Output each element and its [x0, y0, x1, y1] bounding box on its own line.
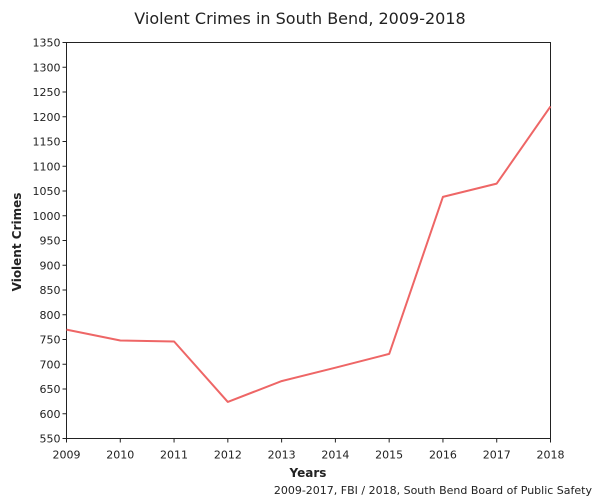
y-tick-label: 600	[40, 408, 61, 421]
x-tick-label: 2010	[106, 449, 134, 462]
x-tick-label: 2009	[53, 449, 81, 462]
y-tick-label: 1250	[33, 86, 61, 99]
y-tick-label: 1300	[33, 61, 61, 74]
y-tick-label: 550	[40, 433, 61, 446]
y-tick-label: 1200	[33, 111, 61, 124]
y-tick-label: 1050	[33, 185, 61, 198]
y-axis: 550 600 650 700 750 800 850 900 950 1000 1050 1100 1…	[33, 37, 67, 446]
y-tick-label: 650	[40, 383, 61, 396]
x-axis-label: Years	[289, 466, 327, 480]
chart-title: Violent Crimes in South Bend, 2009-2018	[134, 9, 465, 28]
y-tick-label: 1150	[33, 136, 61, 149]
y-tick-label: 900	[40, 259, 61, 272]
y-tick-label: 700	[40, 358, 61, 371]
x-tick-label: 2015	[375, 449, 403, 462]
y-tick-label: 1350	[33, 37, 61, 50]
y-tick-label: 1100	[33, 160, 61, 173]
series-line	[66, 105, 552, 403]
x-tick-label: 2013	[268, 449, 296, 462]
x-tick-label: 2011	[160, 449, 188, 462]
x-tick-label: 2018	[537, 449, 565, 462]
y-tick-label: 850	[40, 284, 61, 297]
y-tick-label: 800	[40, 309, 61, 322]
y-tick-label: 950	[40, 235, 61, 248]
y-tick-label: 750	[40, 334, 61, 347]
x-tick-label: 2012	[214, 449, 242, 462]
source-note: 2009-2017, FBI / 2018, South Bend Board …	[274, 484, 593, 497]
y-tick-label: 1000	[33, 210, 61, 223]
x-tick-label: 2016	[429, 449, 457, 462]
x-axis: 2009 2010 2011 2012 2013 2014 2015 2016 2017 2018	[53, 438, 565, 462]
plot-area	[66, 42, 551, 439]
y-axis-label: Violent Crimes	[10, 193, 24, 292]
x-tick-label: 2017	[483, 449, 511, 462]
x-tick-label: 2014	[321, 449, 349, 462]
series-layer	[66, 105, 552, 403]
